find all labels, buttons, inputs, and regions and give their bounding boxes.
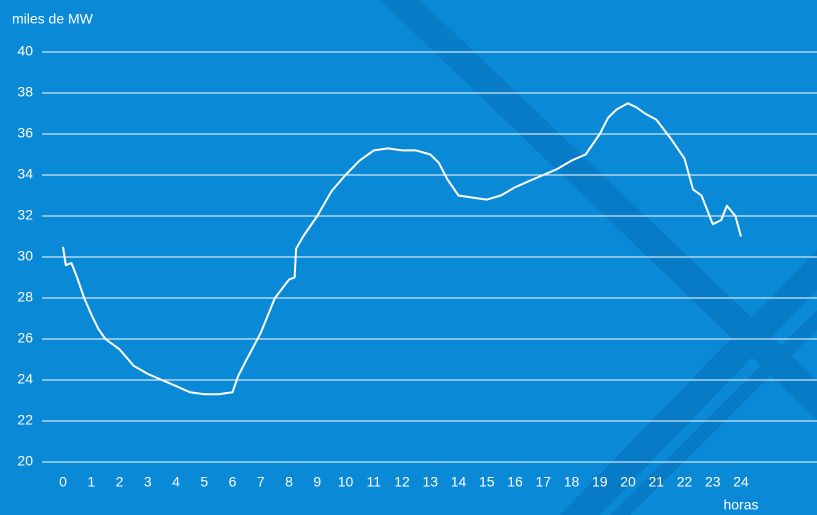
y-axis-label: miles de MW xyxy=(12,11,94,27)
x-tick-label: 18 xyxy=(564,474,580,490)
y-tick-label: 26 xyxy=(17,330,33,346)
x-tick-label: 7 xyxy=(257,474,265,490)
x-tick-label: 17 xyxy=(535,474,551,490)
x-tick-label: 5 xyxy=(200,474,208,490)
x-tick-label: 11 xyxy=(366,474,381,490)
y-tick-label: 40 xyxy=(17,43,33,59)
y-tick-label: 24 xyxy=(17,371,33,387)
y-tick-label: 22 xyxy=(17,412,33,428)
x-tick-label: 24 xyxy=(733,474,749,490)
y-tick-label: 30 xyxy=(17,248,33,264)
x-tick-label: 8 xyxy=(285,474,293,490)
data-line xyxy=(62,102,742,396)
x-tick-label: 21 xyxy=(648,474,664,490)
y-tick-label: 20 xyxy=(17,453,33,469)
x-axis-label: horas xyxy=(723,497,758,513)
x-tick-label: 15 xyxy=(479,474,495,490)
x-tick-label: 13 xyxy=(422,474,438,490)
x-tick-label: 2 xyxy=(116,474,124,490)
x-tick-label: 3 xyxy=(144,474,152,490)
y-tick-label: 36 xyxy=(17,125,33,141)
x-tick-label: 9 xyxy=(313,474,321,490)
y-tick-label: 38 xyxy=(17,84,33,100)
x-tick-label: 1 xyxy=(87,474,95,490)
y-tick-label: 32 xyxy=(17,207,33,223)
x-tick-label: 10 xyxy=(338,474,354,490)
y-tick-label: 34 xyxy=(17,166,33,182)
x-tick-label: 4 xyxy=(172,474,180,490)
x-tick-label: 14 xyxy=(451,474,467,490)
x-tick-label: 12 xyxy=(394,474,410,490)
x-tick-label: 16 xyxy=(507,474,523,490)
decoration xyxy=(380,0,817,515)
x-tick-label: 23 xyxy=(705,474,721,490)
y-tick-label: 28 xyxy=(17,289,33,305)
x-tick-label: 20 xyxy=(620,474,636,490)
x-tick-label: 19 xyxy=(592,474,608,490)
x-tick-label: 6 xyxy=(229,474,237,490)
x-tick-label: 0 xyxy=(59,474,67,490)
x-tick-label: 22 xyxy=(677,474,693,490)
